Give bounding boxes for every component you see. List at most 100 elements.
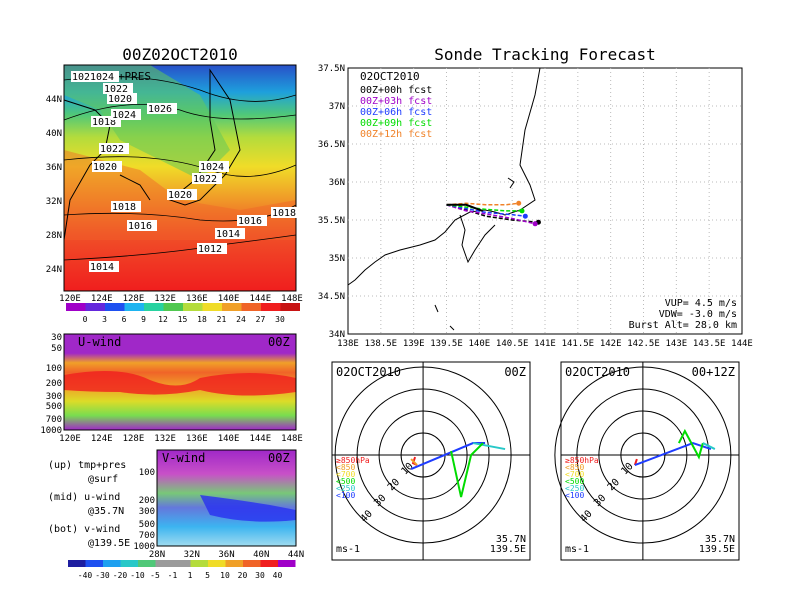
isobar-label-bg bbox=[89, 261, 119, 272]
note-up-sub: @surf bbox=[88, 474, 118, 485]
temp-colorbar-swatch bbox=[66, 303, 86, 311]
hodograph-date: 02OCT2010 bbox=[565, 365, 630, 379]
hodograph-level-label: <850 bbox=[336, 463, 355, 472]
hodograph-trace bbox=[702, 442, 716, 450]
isobar-label-bg bbox=[103, 83, 133, 94]
map-lat-tick: 36N bbox=[46, 163, 62, 173]
isobar-label: 1022 bbox=[100, 144, 124, 155]
track-lat-tick: 35.5N bbox=[318, 216, 345, 226]
track-legend-entry: 00Z+03h fcst bbox=[360, 96, 432, 107]
hodograph-lon: 139.5E bbox=[490, 544, 526, 555]
isobar-label-bg bbox=[111, 109, 141, 120]
u-lon-tick: 140E bbox=[218, 434, 240, 444]
isobar-label: 1014 bbox=[216, 229, 240, 240]
isobar-label-bg bbox=[199, 161, 229, 172]
wind-colorbar-swatch bbox=[260, 560, 278, 567]
isobar-label-bg bbox=[92, 161, 122, 172]
isobar-label-bg bbox=[192, 173, 222, 184]
map-title: 00Z02OCT2010 bbox=[122, 45, 238, 64]
track-ascent-line bbox=[446, 203, 483, 212]
hodograph-trace bbox=[410, 458, 418, 466]
isobar-label: 1022 bbox=[193, 174, 217, 185]
hodograph-level-label: ≥850hPa bbox=[565, 456, 599, 465]
isobar-label-bg bbox=[111, 201, 141, 212]
map-lat-tick: 40N bbox=[46, 129, 62, 139]
isobar-label-bg bbox=[215, 228, 245, 239]
map-lat-tick: 28N bbox=[46, 231, 62, 241]
track-lat-tick: 34N bbox=[329, 330, 345, 340]
track-grid bbox=[348, 68, 742, 334]
isobar-label: 1022 bbox=[104, 84, 128, 95]
track-date: 02OCT2010 bbox=[360, 70, 420, 83]
wind-colorbar-label: 5 bbox=[205, 571, 210, 580]
track-endpoint bbox=[532, 221, 538, 227]
surface-map-panel bbox=[63, 64, 297, 292]
temp-colorbar-swatch bbox=[85, 303, 105, 311]
v-pressure-tick: 500 bbox=[139, 520, 155, 530]
wind-colorbar-label: 40 bbox=[273, 571, 283, 580]
u-pressure-tick: 500 bbox=[46, 402, 62, 412]
track-lon-tick: 141E bbox=[534, 339, 556, 349]
track-lon-tick: 139E bbox=[403, 339, 425, 349]
track-line bbox=[446, 204, 526, 217]
hodograph-trace bbox=[677, 428, 704, 460]
param-vdw: VDW= -3.0 m/s bbox=[659, 309, 737, 320]
hodograph-level-label: <250 bbox=[336, 484, 355, 493]
track-lon-tick: 142.5E bbox=[627, 339, 660, 349]
track-lat-tick: 34.5N bbox=[318, 292, 345, 302]
hodograph-level-label: <850 bbox=[565, 463, 584, 472]
track-legend-entry: 00Z+09h fcst bbox=[360, 118, 432, 129]
note-up: (up) tmp+pres bbox=[48, 460, 126, 471]
temp-colorbar-swatch bbox=[241, 303, 261, 311]
map-lon-tick: 128E bbox=[123, 294, 145, 304]
temp-colorbar: 0 3 6 9 12 15 18 21 24 27 30 bbox=[66, 303, 300, 324]
u-pressure-tick: 50 bbox=[51, 344, 62, 354]
track-endpoint bbox=[522, 213, 528, 219]
u-lon-tick: 132E bbox=[154, 434, 176, 444]
isobar-label: 1026 bbox=[72, 72, 96, 83]
param-vup: VUP= 4.5 m/s bbox=[665, 298, 737, 309]
isobar-label-bg bbox=[167, 189, 197, 200]
track-lon-tick: 141.5E bbox=[562, 339, 595, 349]
track-lat-tick: 37.5N bbox=[318, 64, 345, 74]
temp-colorbar-label: 3 bbox=[102, 315, 107, 324]
v-pressure-tick: 100 bbox=[139, 468, 155, 478]
wind-colorbar-label: -10 bbox=[130, 571, 145, 580]
track-line bbox=[446, 204, 536, 225]
map-lon-tick: 124E bbox=[91, 294, 113, 304]
track-lon-tick: 138.5E bbox=[365, 339, 398, 349]
temp-colorbar-swatch bbox=[261, 303, 281, 311]
hodograph-lon: 139.5E bbox=[699, 544, 735, 555]
v-lat-tick: 40N bbox=[253, 550, 269, 560]
track-lon-tick: 138E bbox=[337, 339, 359, 349]
u-pressure-tick: 100 bbox=[46, 364, 62, 374]
v-lat-tick: 28N bbox=[149, 550, 165, 560]
temp-colorbar-label: 15 bbox=[178, 315, 188, 324]
wind-colorbar-label: -40 bbox=[78, 571, 93, 580]
wind-colorbar-swatch bbox=[138, 560, 156, 567]
isobar-label: 1016 bbox=[238, 216, 262, 227]
temp-colorbar-swatch bbox=[183, 303, 203, 311]
track-lon-tick: 143E bbox=[665, 339, 687, 349]
hodograph-level-label: <500 bbox=[336, 477, 355, 486]
hodograph-lat: 35.7N bbox=[496, 534, 526, 545]
isobar-label: 1014 bbox=[90, 262, 114, 273]
track-lat-tick: 37N bbox=[329, 102, 345, 112]
track-lon-ticks: 138E 138.5E 139E 139.5E 140E 140.5E 141E 141.5E… bbox=[337, 339, 753, 349]
hodograph-trace bbox=[472, 442, 506, 451]
wind-colorbar-label: 10 bbox=[220, 571, 230, 580]
track-lon-tick: 140E bbox=[468, 339, 490, 349]
v-lat-tick: 44N bbox=[288, 550, 304, 560]
hodograph-level-label: <100 bbox=[565, 491, 584, 500]
u-lon-tick: 148E bbox=[281, 434, 303, 444]
temp-colorbar-swatch bbox=[144, 303, 164, 311]
track-lon-tick: 144E bbox=[731, 339, 753, 349]
wind-colorbar-swatch bbox=[278, 560, 296, 567]
isobar-label: 1020 bbox=[168, 190, 192, 201]
isobar-label: 1024 bbox=[200, 162, 224, 173]
